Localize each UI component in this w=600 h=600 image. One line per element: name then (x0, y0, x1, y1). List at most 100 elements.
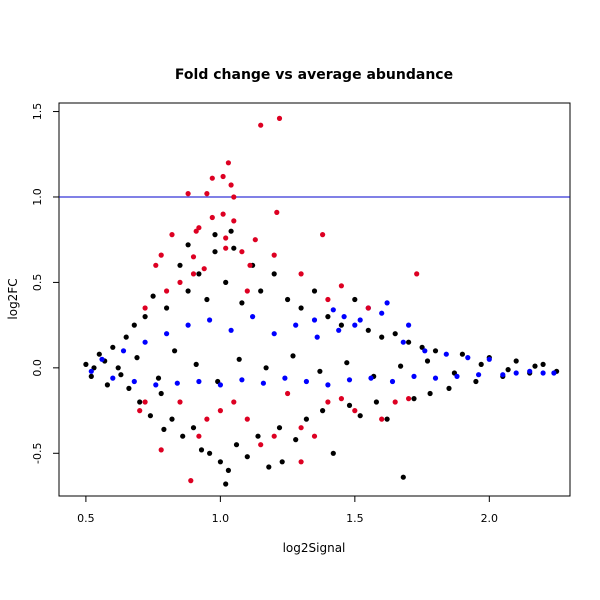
x-tick-label: 2.0 (481, 512, 499, 525)
data-point (290, 353, 296, 359)
data-point (231, 399, 237, 405)
data-point (298, 459, 304, 465)
data-point (185, 191, 191, 197)
data-point (406, 339, 412, 345)
data-point (91, 365, 97, 371)
data-point (258, 288, 264, 294)
data-point (540, 370, 546, 376)
data-point (188, 478, 194, 484)
data-point (217, 382, 223, 388)
data-point (212, 232, 218, 238)
y-tick-label: -0.5 (31, 443, 44, 464)
data-point (158, 252, 164, 258)
y-axis-label: log2FC (6, 278, 20, 319)
data-point (155, 375, 162, 381)
data-point (357, 413, 363, 419)
data-point (271, 252, 277, 258)
data-point (239, 249, 245, 255)
data-point (476, 372, 482, 378)
data-point (209, 175, 215, 181)
data-point (258, 442, 264, 448)
data-point (352, 322, 358, 328)
data-point (150, 293, 156, 299)
data-point (147, 413, 153, 419)
data-point (384, 416, 390, 422)
data-point (443, 351, 449, 357)
data-point (365, 327, 371, 333)
data-point (134, 355, 140, 361)
data-point (285, 296, 291, 303)
data-point (527, 368, 533, 374)
data-point (223, 245, 229, 251)
data-point (311, 317, 318, 323)
data-point (276, 115, 283, 121)
data-point (158, 390, 164, 397)
data-point (400, 339, 406, 345)
data-point (231, 218, 237, 224)
data-point (190, 271, 197, 277)
data-point (104, 382, 110, 388)
data-point (204, 191, 210, 197)
data-point (357, 317, 363, 323)
data-point (196, 225, 202, 231)
data-point (303, 378, 309, 385)
data-point (158, 447, 164, 453)
x-tick-label: 1.5 (346, 512, 364, 525)
data-point (540, 361, 546, 367)
data-point (164, 305, 170, 311)
data-point (400, 474, 406, 480)
plot-frame (58, 102, 571, 497)
data-point (398, 363, 404, 369)
data-point (325, 382, 331, 388)
data-point (271, 433, 277, 439)
data-point (325, 314, 331, 320)
data-point (344, 360, 350, 366)
data-point (193, 361, 199, 367)
data-point (164, 331, 170, 337)
data-point (110, 375, 116, 381)
data-point (177, 399, 183, 405)
data-point (255, 433, 261, 439)
data-point (513, 358, 519, 364)
data-point (142, 305, 148, 311)
data-point (118, 372, 124, 378)
data-point (196, 433, 202, 439)
data-point (365, 305, 371, 311)
data-point (204, 416, 210, 422)
data-point (126, 385, 132, 391)
data-point (432, 375, 439, 381)
data-point (142, 339, 148, 345)
data-point (244, 288, 250, 294)
data-point (204, 296, 210, 303)
chart-title: Fold change vs average abundance (175, 67, 453, 83)
data-point (384, 300, 390, 306)
y-tick-label: 1.5 (31, 103, 44, 121)
data-point (250, 314, 256, 320)
data-point (190, 425, 197, 431)
data-point (169, 416, 175, 422)
data-point (320, 232, 326, 238)
data-point (115, 365, 121, 371)
data-point (293, 322, 299, 328)
data-point (427, 390, 433, 397)
data-point (239, 377, 245, 383)
data-point (513, 370, 519, 376)
data-point (244, 454, 250, 460)
data-point (271, 331, 277, 337)
data-point (172, 348, 178, 354)
data-point (137, 408, 143, 414)
data-point (274, 209, 280, 215)
x-tick-label: 1.0 (212, 512, 230, 525)
data-point (473, 378, 479, 385)
data-point (422, 348, 428, 354)
data-point (110, 344, 116, 350)
data-point (164, 288, 170, 294)
data-point (223, 481, 229, 487)
data-point (193, 228, 199, 234)
data-point (379, 310, 385, 316)
data-point (244, 416, 250, 422)
data-point (228, 182, 234, 188)
data-point (247, 262, 253, 268)
x-axis: 0.5 1.0 1.5 2.0 (77, 496, 498, 525)
data-point (207, 450, 213, 456)
